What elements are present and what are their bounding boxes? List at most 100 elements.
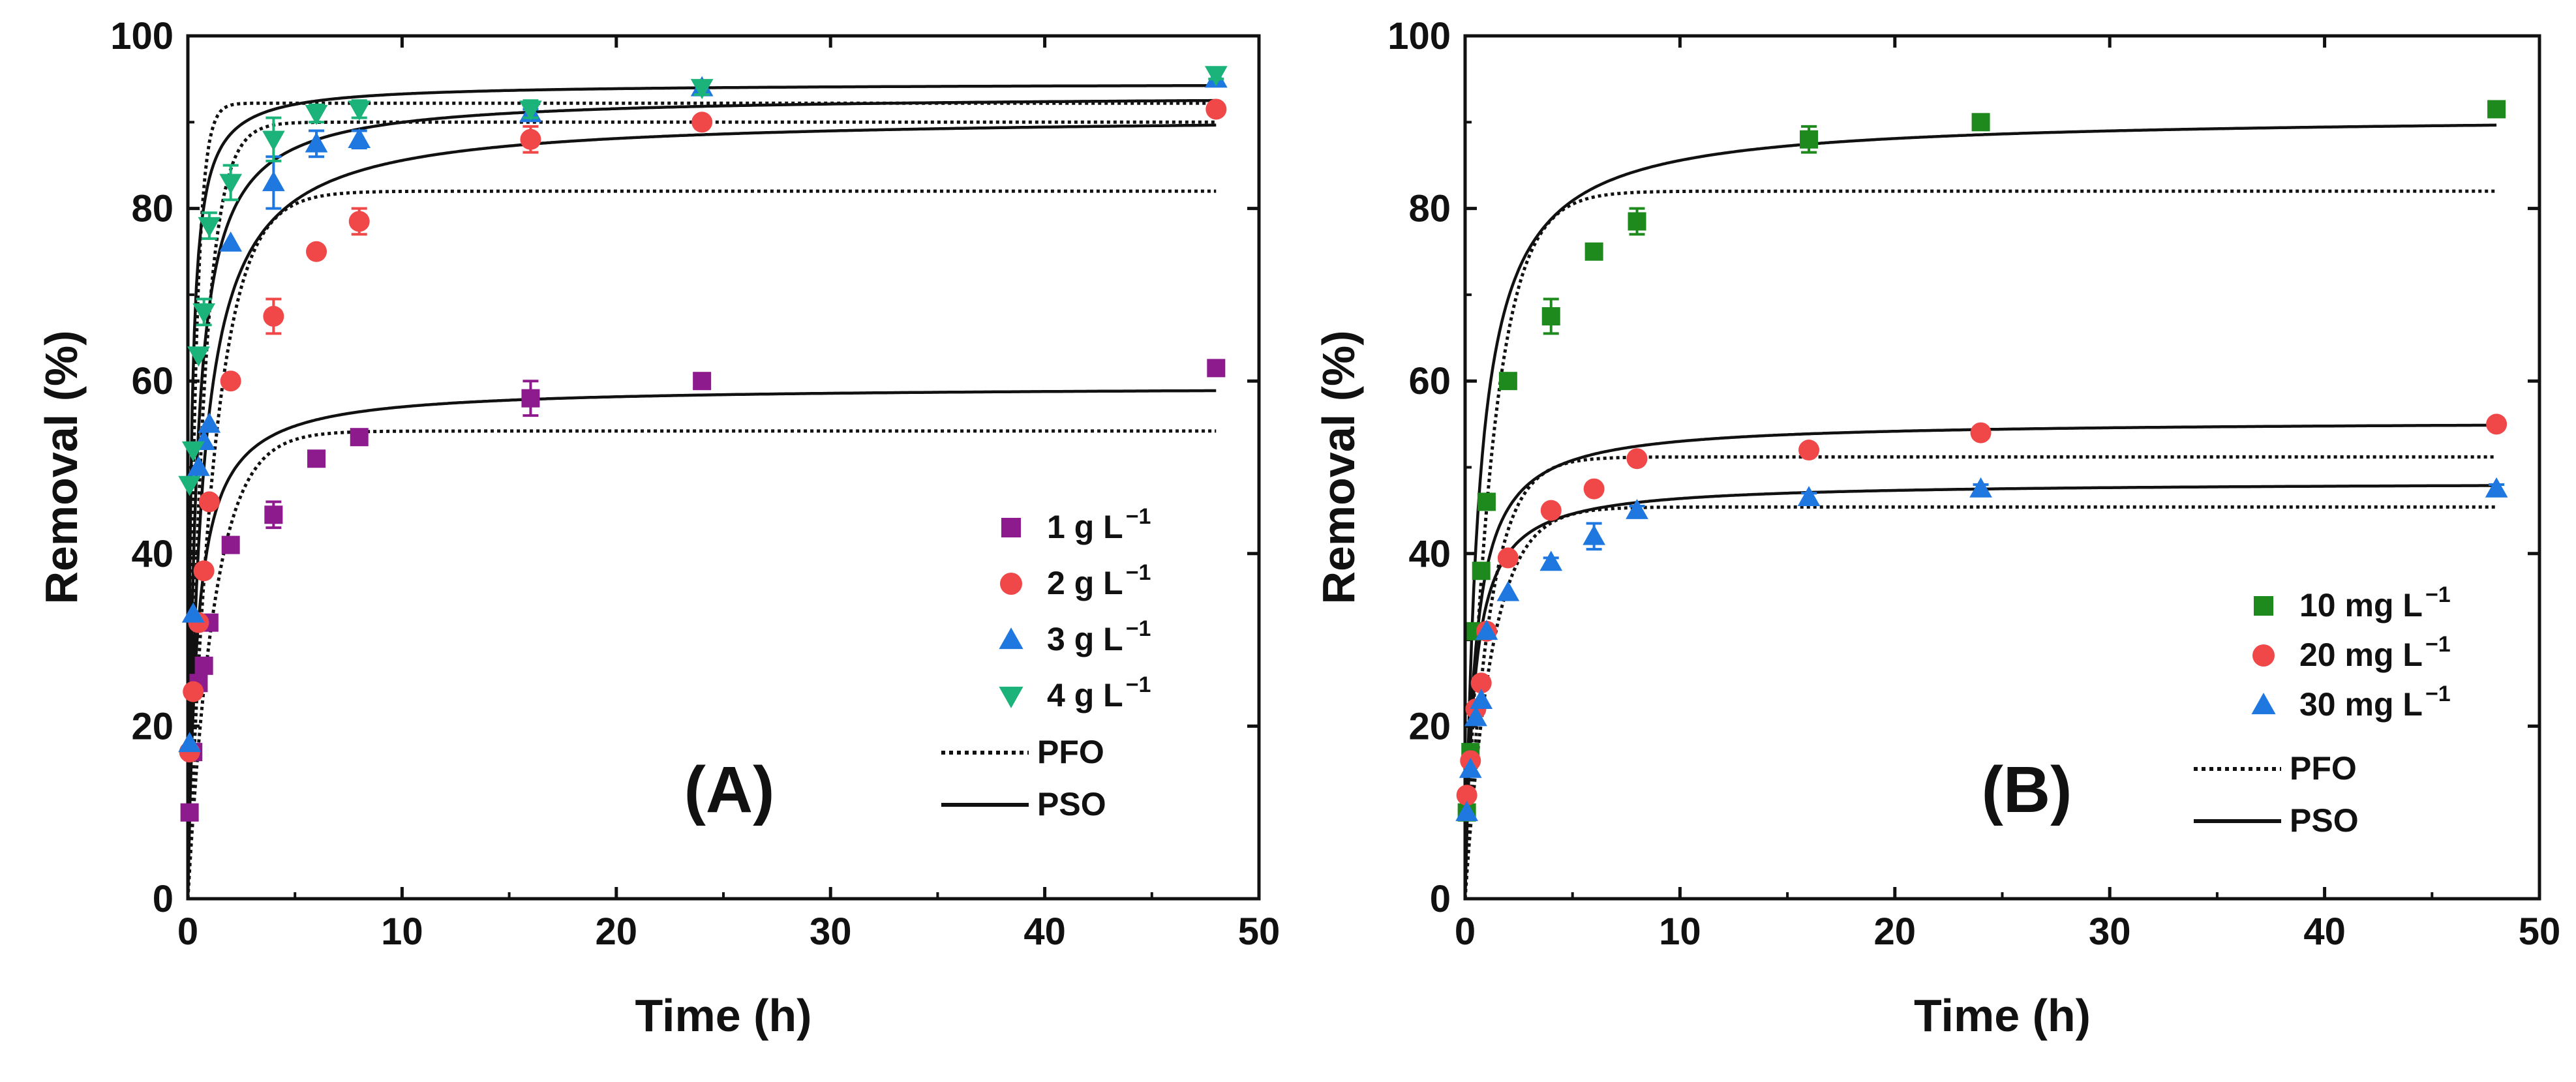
- data-point: [519, 100, 542, 121]
- legend-label-superscript: −1: [2425, 582, 2451, 607]
- data-point: [1798, 440, 1820, 461]
- x-tick-label: 10: [381, 910, 423, 953]
- legend-label-superscript: −1: [1126, 616, 1151, 641]
- data-point: [350, 428, 369, 447]
- y-tick-label: 0: [1430, 878, 1451, 920]
- data-point: [262, 130, 285, 151]
- data-point: [348, 128, 371, 148]
- data-point: [1205, 98, 1227, 120]
- x-tick-label: 50: [1238, 910, 1280, 953]
- y-axis-title: Removal (%): [1313, 330, 1364, 604]
- pfo-curve: [188, 429, 1217, 899]
- data-point: [219, 231, 243, 252]
- data-point: [307, 449, 326, 468]
- data-point: [220, 370, 241, 392]
- data-point: [1539, 550, 1563, 571]
- data-point: [1583, 524, 1605, 545]
- data-point: [1207, 359, 1226, 378]
- panel-label: (A): [684, 753, 775, 826]
- pso-curve: [188, 123, 1217, 899]
- data-point: [194, 656, 213, 675]
- data-point: [1477, 492, 1496, 511]
- data-point: [1470, 689, 1493, 709]
- data-point: [1540, 500, 1562, 521]
- data-point: [187, 455, 210, 476]
- x-tick-label: 20: [596, 910, 638, 953]
- y-tick-label: 0: [153, 878, 174, 920]
- pfo-curve: [1465, 189, 2497, 899]
- legend-marker: [2252, 644, 2275, 667]
- x-tick-label: 50: [2519, 910, 2561, 953]
- data-point: [1497, 547, 1519, 569]
- legend-marker: [999, 686, 1023, 708]
- data-point: [348, 211, 370, 232]
- legend-label-superscript: −1: [2425, 682, 2451, 706]
- data-point: [520, 128, 541, 150]
- pfo-curve: [188, 189, 1217, 899]
- legend-label-text: 3 g L: [1047, 621, 1123, 657]
- data-point: [693, 372, 712, 391]
- data-point: [262, 171, 285, 192]
- data-point: [2487, 100, 2506, 119]
- legend-label: 4 g L −1: [1047, 672, 1151, 714]
- data-point: [181, 602, 205, 623]
- data-point: [1969, 477, 1992, 498]
- y-tick-label: 60: [1408, 360, 1451, 402]
- legend-marker: [1000, 573, 1022, 595]
- data-point: [2486, 413, 2508, 435]
- legend-label-superscript: −1: [1126, 504, 1151, 529]
- data-point: [691, 112, 713, 133]
- legend-marker: [2251, 693, 2276, 715]
- legend-label-text: 10 mg L: [2299, 587, 2423, 624]
- y-tick-label: 40: [131, 533, 174, 575]
- data-point: [198, 217, 221, 237]
- x-tick-label: 30: [2089, 910, 2131, 953]
- pfo-curve: [1465, 505, 2497, 899]
- data-point: [306, 241, 327, 262]
- data-point: [178, 732, 201, 753]
- data-point: [1584, 242, 1603, 261]
- legend-marker: [999, 627, 1023, 650]
- data-point: [1459, 757, 1482, 778]
- y-tick-label: 20: [1408, 705, 1451, 747]
- legend-marker: [2254, 596, 2273, 616]
- data-point: [1456, 785, 1477, 806]
- data-point: [305, 132, 328, 153]
- legend-label-superscript: −1: [1126, 672, 1151, 697]
- legend-label-superscript: −1: [2425, 632, 2451, 657]
- legend-label: 1 g L −1: [1047, 504, 1151, 545]
- data-point: [1455, 801, 1478, 821]
- data-point: [264, 505, 283, 524]
- legend-fit-label: PFO: [1037, 734, 1104, 770]
- legend-fit-label: PSO: [2290, 802, 2359, 839]
- legend-fit-label: PFO: [2290, 750, 2357, 787]
- pso-curve: [188, 389, 1217, 899]
- data-point: [1583, 478, 1605, 500]
- legend-label: 20 mg L −1: [2299, 632, 2451, 673]
- data-point: [2485, 477, 2508, 498]
- data-point: [193, 560, 215, 582]
- data-point: [198, 412, 221, 433]
- y-tick-label: 100: [110, 15, 174, 57]
- x-tick-label: 40: [2303, 910, 2346, 953]
- legend-label: 3 g L −1: [1047, 616, 1151, 657]
- data-point: [1475, 620, 1498, 640]
- data-point: [1800, 130, 1819, 149]
- series-1: [179, 98, 1227, 763]
- data-point: [183, 681, 204, 702]
- data-point: [221, 535, 240, 554]
- data-point: [1970, 422, 1992, 443]
- data-point: [1628, 212, 1646, 231]
- y-tick-label: 20: [131, 705, 174, 747]
- legend-label: 30 mg L −1: [2299, 682, 2451, 723]
- data-point: [263, 305, 284, 327]
- data-point: [1472, 562, 1491, 580]
- x-tick-label: 0: [177, 910, 198, 953]
- legend-label-text: 4 g L: [1047, 677, 1123, 714]
- legend-label-superscript: −1: [1126, 560, 1151, 585]
- legend-label-text: 20 mg L: [2299, 637, 2423, 673]
- y-tick-label: 80: [131, 188, 174, 230]
- data-point: [1464, 706, 1487, 727]
